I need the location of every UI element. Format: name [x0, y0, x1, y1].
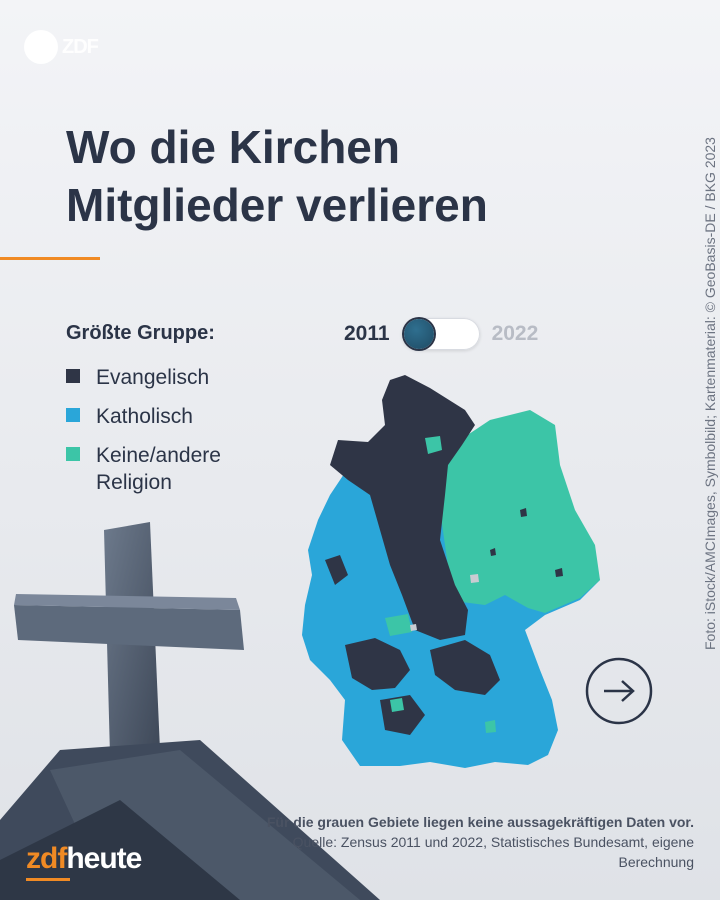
- legend-swatch: [66, 408, 80, 422]
- page-title: Wo die Kirchen Mitglieder verlieren: [66, 118, 626, 234]
- switch-knob[interactable]: [403, 319, 434, 349]
- legend-label: Katholisch: [96, 405, 193, 428]
- year-2022-label[interactable]: 2022: [491, 322, 539, 345]
- map-city-patch: [425, 436, 442, 454]
- map-city-patch: [390, 698, 404, 712]
- map-speck: [520, 508, 527, 517]
- legend-swatch: [66, 447, 80, 461]
- year-2011-label[interactable]: 2011: [344, 322, 390, 345]
- legend-item-evangelisch: Evangelisch: [66, 364, 266, 391]
- zdf-logo: ZDF: [24, 30, 99, 64]
- map-no-data: [410, 624, 417, 631]
- photo-credit: Foto: iStock/AMCImages, Symbolbild; Kart…: [702, 137, 718, 650]
- map-region-evangelisch-patch: [325, 555, 348, 585]
- legend-label: Keine/andere Religion: [96, 444, 221, 494]
- map-speck: [555, 568, 563, 577]
- title-line-1: Wo die Kirchen: [66, 121, 400, 173]
- map-city-patch: [485, 720, 496, 733]
- footnote-source: Quelle: Zensus 2011 und 2022, Statistisc…: [292, 834, 694, 870]
- legend-title: Größte Gruppe:: [66, 322, 215, 344]
- legend-item-keine: Keine/andere Religion: [66, 442, 266, 496]
- year-switch[interactable]: [401, 318, 480, 350]
- zdfheute-logo-heute: heute: [66, 842, 142, 875]
- legend-swatch: [66, 369, 80, 383]
- zdfheute-logo-zdf: zdf: [26, 842, 67, 875]
- germany-map: [302, 375, 600, 768]
- map-no-data: [470, 574, 479, 583]
- footnote-bold: Für die grauen Gebiete liegen keine auss…: [266, 814, 694, 830]
- zdfheute-logo: zdfheute: [26, 842, 142, 881]
- footnote: Für die grauen Gebiete liegen keine auss…: [224, 812, 694, 872]
- legend-item-katholisch: Katholisch: [66, 403, 266, 430]
- title-line-2: Mitglieder verlieren: [66, 179, 488, 231]
- accent-rule: [0, 257, 100, 260]
- year-toggle[interactable]: 2011 2022: [344, 318, 538, 350]
- map-region-evangelisch-south: [345, 638, 410, 690]
- map-city-patch: [385, 614, 412, 636]
- church-cross-icon: [0, 522, 380, 900]
- map-region-evangelisch-franken: [430, 640, 500, 695]
- map-region-keine: [440, 410, 600, 613]
- arrow-right-circle-icon[interactable]: [584, 656, 654, 726]
- map-speck: [490, 548, 496, 556]
- legend-label: Evangelisch: [96, 366, 210, 389]
